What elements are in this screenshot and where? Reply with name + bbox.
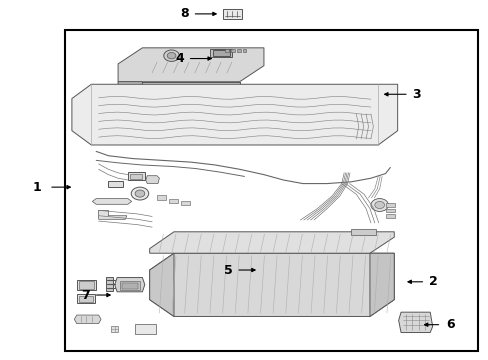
Polygon shape — [72, 84, 397, 145]
Polygon shape — [149, 253, 393, 316]
Bar — [108, 181, 122, 187]
Text: 7: 7 — [81, 288, 90, 302]
Circle shape — [167, 53, 176, 59]
Text: 5: 5 — [223, 264, 232, 276]
Bar — [242, 49, 246, 52]
Bar — [251, 263, 270, 274]
Bar — [77, 280, 96, 290]
Bar — [130, 174, 142, 179]
Bar — [230, 49, 234, 52]
Bar — [249, 261, 272, 276]
Bar — [157, 195, 165, 200]
Bar — [122, 283, 137, 289]
Circle shape — [370, 199, 387, 211]
Bar — [212, 50, 229, 56]
Polygon shape — [115, 278, 144, 292]
Bar — [106, 277, 113, 291]
Bar — [222, 9, 242, 19]
Bar — [351, 229, 375, 235]
Bar — [385, 214, 394, 217]
Polygon shape — [149, 232, 393, 253]
Bar — [263, 262, 267, 265]
Polygon shape — [145, 176, 159, 184]
Text: 8: 8 — [180, 8, 188, 21]
Bar — [79, 296, 93, 302]
Bar — [236, 49, 240, 52]
Polygon shape — [398, 312, 432, 333]
Bar — [77, 294, 95, 303]
Circle shape — [163, 50, 179, 62]
Bar — [221, 268, 234, 275]
Bar — [254, 262, 259, 265]
Text: 2: 2 — [428, 275, 437, 288]
Polygon shape — [99, 210, 126, 219]
Circle shape — [135, 190, 144, 197]
Polygon shape — [142, 82, 239, 98]
Polygon shape — [149, 253, 174, 316]
Bar — [127, 172, 144, 180]
Polygon shape — [74, 315, 101, 324]
Text: 4: 4 — [175, 52, 183, 65]
Bar — [210, 49, 232, 57]
Circle shape — [374, 202, 384, 208]
Bar — [79, 282, 94, 289]
Bar — [111, 327, 118, 332]
Bar — [223, 269, 232, 274]
Bar — [224, 49, 228, 52]
Text: 6: 6 — [446, 318, 454, 331]
Text: 1: 1 — [32, 181, 41, 194]
Polygon shape — [369, 253, 393, 316]
Polygon shape — [118, 48, 264, 82]
Text: 3: 3 — [411, 88, 420, 101]
Polygon shape — [118, 82, 142, 98]
Bar — [385, 203, 394, 207]
Circle shape — [131, 187, 148, 200]
Bar — [135, 324, 155, 334]
Bar — [181, 201, 190, 205]
Bar — [169, 199, 178, 203]
Bar — [119, 281, 140, 290]
Polygon shape — [92, 199, 131, 204]
Bar — [385, 208, 394, 212]
